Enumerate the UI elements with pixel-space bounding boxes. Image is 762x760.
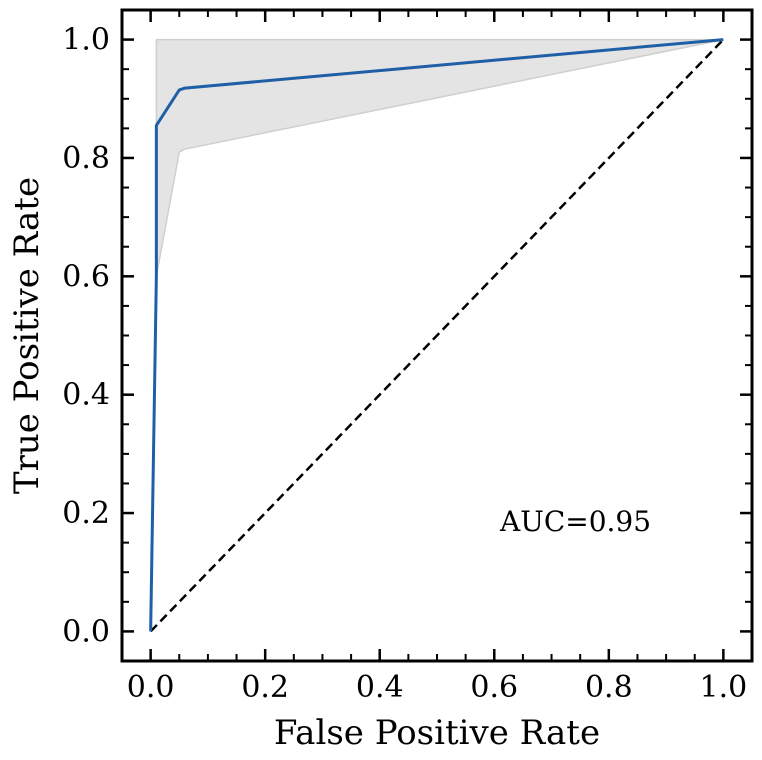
y-tick-label: 0.0 xyxy=(62,614,110,649)
x-tick-label: 0.0 xyxy=(127,670,175,705)
y-tick-label: 0.6 xyxy=(62,259,110,294)
auc-annotation: AUC=0.95 xyxy=(499,505,651,538)
x-tick-label: 0.2 xyxy=(241,670,289,705)
y-tick-label: 0.8 xyxy=(62,141,110,176)
x-tick-label: 0.8 xyxy=(585,670,633,705)
tick-labels: 0.0 0.0 0.2 0.2 0.4 0.4 0.6 0.6 0.8 0.8 1.0 1.0 xyxy=(62,23,747,705)
chance-diagonal-line xyxy=(149,38,725,633)
x-tick-label: 1.0 xyxy=(700,670,748,705)
roc-curve-line xyxy=(149,38,724,632)
y-tick-label: 0.2 xyxy=(62,496,110,531)
x-axis-title: False Positive Rate xyxy=(274,713,600,753)
x-tick-label: 0.4 xyxy=(356,670,404,705)
y-axis-title: True Positive Rate xyxy=(7,177,47,494)
x-tick-label: 0.6 xyxy=(470,670,518,705)
y-tick-label: 0.4 xyxy=(62,378,110,413)
y-tick-label: 1.0 xyxy=(62,23,110,58)
plot-area xyxy=(149,38,725,633)
confidence-band xyxy=(155,38,724,277)
plot-frame xyxy=(120,8,754,663)
